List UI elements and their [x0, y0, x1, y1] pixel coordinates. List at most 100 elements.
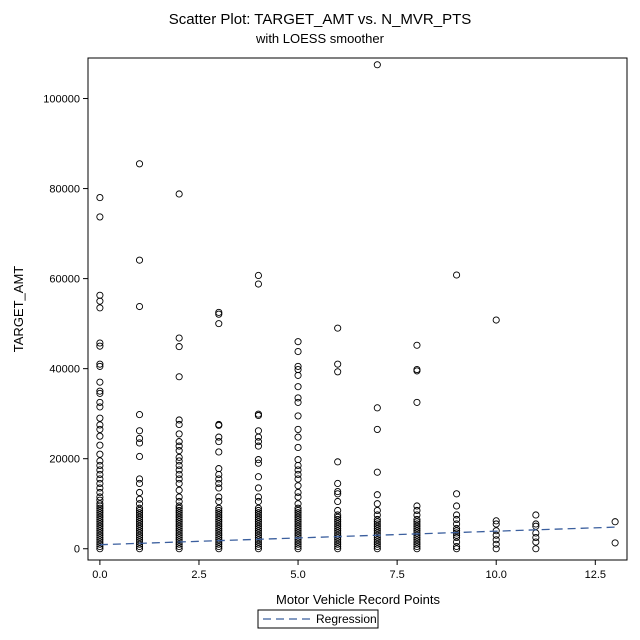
scatter-point [294, 536, 302, 544]
scatter-point [96, 414, 104, 422]
y-tick-label: 80000 [49, 184, 80, 196]
scatter-point [532, 545, 540, 553]
scatter-point [175, 479, 183, 488]
scatter-point [453, 545, 461, 553]
scatter-point [135, 500, 144, 508]
scatter-point [96, 504, 104, 512]
scatter-point [294, 542, 302, 551]
scatter-point [334, 542, 342, 551]
scatter-point [175, 486, 183, 494]
scatter-point [96, 529, 104, 537]
scatter-point [254, 456, 262, 464]
scatter-point [96, 378, 104, 386]
scatter-point [413, 545, 421, 553]
scatter-point [373, 542, 381, 551]
scatter-point [334, 490, 342, 498]
chart-subtitle: with LOESS smoother [255, 31, 385, 46]
legend-regression-label: Regression [316, 612, 377, 626]
scatter-point [135, 434, 144, 442]
scatter-point [175, 531, 183, 539]
scatter-point [373, 404, 381, 412]
scatter-point [215, 527, 223, 535]
scatter-point [254, 484, 262, 492]
scatter-point [96, 513, 104, 521]
scatter-point [373, 545, 381, 553]
scatter-point [492, 531, 500, 539]
scatter-point [175, 453, 183, 461]
scatter-point [135, 513, 144, 521]
scatter-point [215, 504, 223, 512]
scatter-point [492, 540, 500, 548]
scatter-point [175, 438, 183, 446]
scatter-point [413, 366, 421, 374]
scatter-point [96, 520, 104, 528]
scatter-point [135, 518, 144, 526]
scatter-point [135, 533, 144, 542]
scatter-point [294, 482, 302, 490]
scatter-point [532, 533, 540, 542]
scatter-point [294, 500, 302, 508]
scatter-point [373, 425, 381, 433]
scatter-point [175, 502, 183, 510]
scatter-point [254, 511, 262, 519]
scatter-point [254, 459, 262, 467]
scatter-point [175, 190, 183, 198]
scatter-point [492, 545, 500, 553]
scatter-point [254, 524, 262, 533]
scatter-point [135, 488, 144, 497]
scatter-point [532, 511, 540, 519]
scatter-point [215, 513, 223, 521]
scatter-point [175, 522, 183, 530]
scatter-point [96, 531, 104, 539]
scatter-point [254, 520, 262, 528]
scatter-point [175, 457, 183, 465]
scatter-point [373, 515, 381, 524]
scatter-point [215, 475, 223, 483]
scatter-point [215, 310, 223, 318]
scatter-point [294, 538, 302, 546]
scatter-point [294, 383, 302, 391]
scatter-point [96, 538, 104, 546]
scatter-point [254, 280, 262, 288]
scatter-point [175, 416, 183, 424]
scatter-point [96, 304, 104, 312]
scatter-point [215, 320, 223, 328]
scatter-point [215, 506, 223, 515]
scatter-point [334, 368, 342, 376]
scatter-point [294, 515, 302, 524]
scatter-point [413, 515, 421, 524]
scatter-point [294, 545, 302, 553]
scatter-point [373, 511, 381, 519]
scatter-point [96, 403, 104, 411]
scatter-point [96, 479, 104, 488]
scatter-point [254, 527, 262, 535]
y-axis: 0 20000 40000 60000 80000 100000 [43, 94, 88, 556]
scatter-point [611, 539, 619, 547]
scatter-point [96, 511, 104, 519]
scatter-point [334, 488, 342, 496]
scatter-point [413, 506, 421, 515]
scatter-point [254, 533, 262, 542]
scatter-point [135, 545, 144, 553]
scatter-point [175, 475, 183, 483]
scatter-point [373, 500, 381, 508]
scatter-point [532, 520, 540, 528]
scatter-point [215, 465, 223, 473]
scatter-point [413, 520, 421, 528]
plot-marks [96, 61, 619, 553]
scatter-point [215, 536, 223, 544]
scatter-point [96, 515, 104, 524]
scatter-point [135, 538, 144, 546]
scatter-point [254, 442, 262, 450]
scatter-point [294, 470, 302, 479]
x-axis: 0.0 2.5 5.0 7.5 10.0 12.5 [92, 560, 606, 581]
scatter-point [96, 518, 104, 526]
scatter-point [175, 529, 183, 537]
scatter-point [175, 540, 183, 548]
scatter-point [373, 522, 381, 530]
scatter-point [175, 504, 183, 512]
scatter-point [96, 493, 104, 501]
scatter-point [453, 520, 461, 528]
scatter-point [254, 518, 262, 526]
scatter-point [294, 488, 302, 497]
